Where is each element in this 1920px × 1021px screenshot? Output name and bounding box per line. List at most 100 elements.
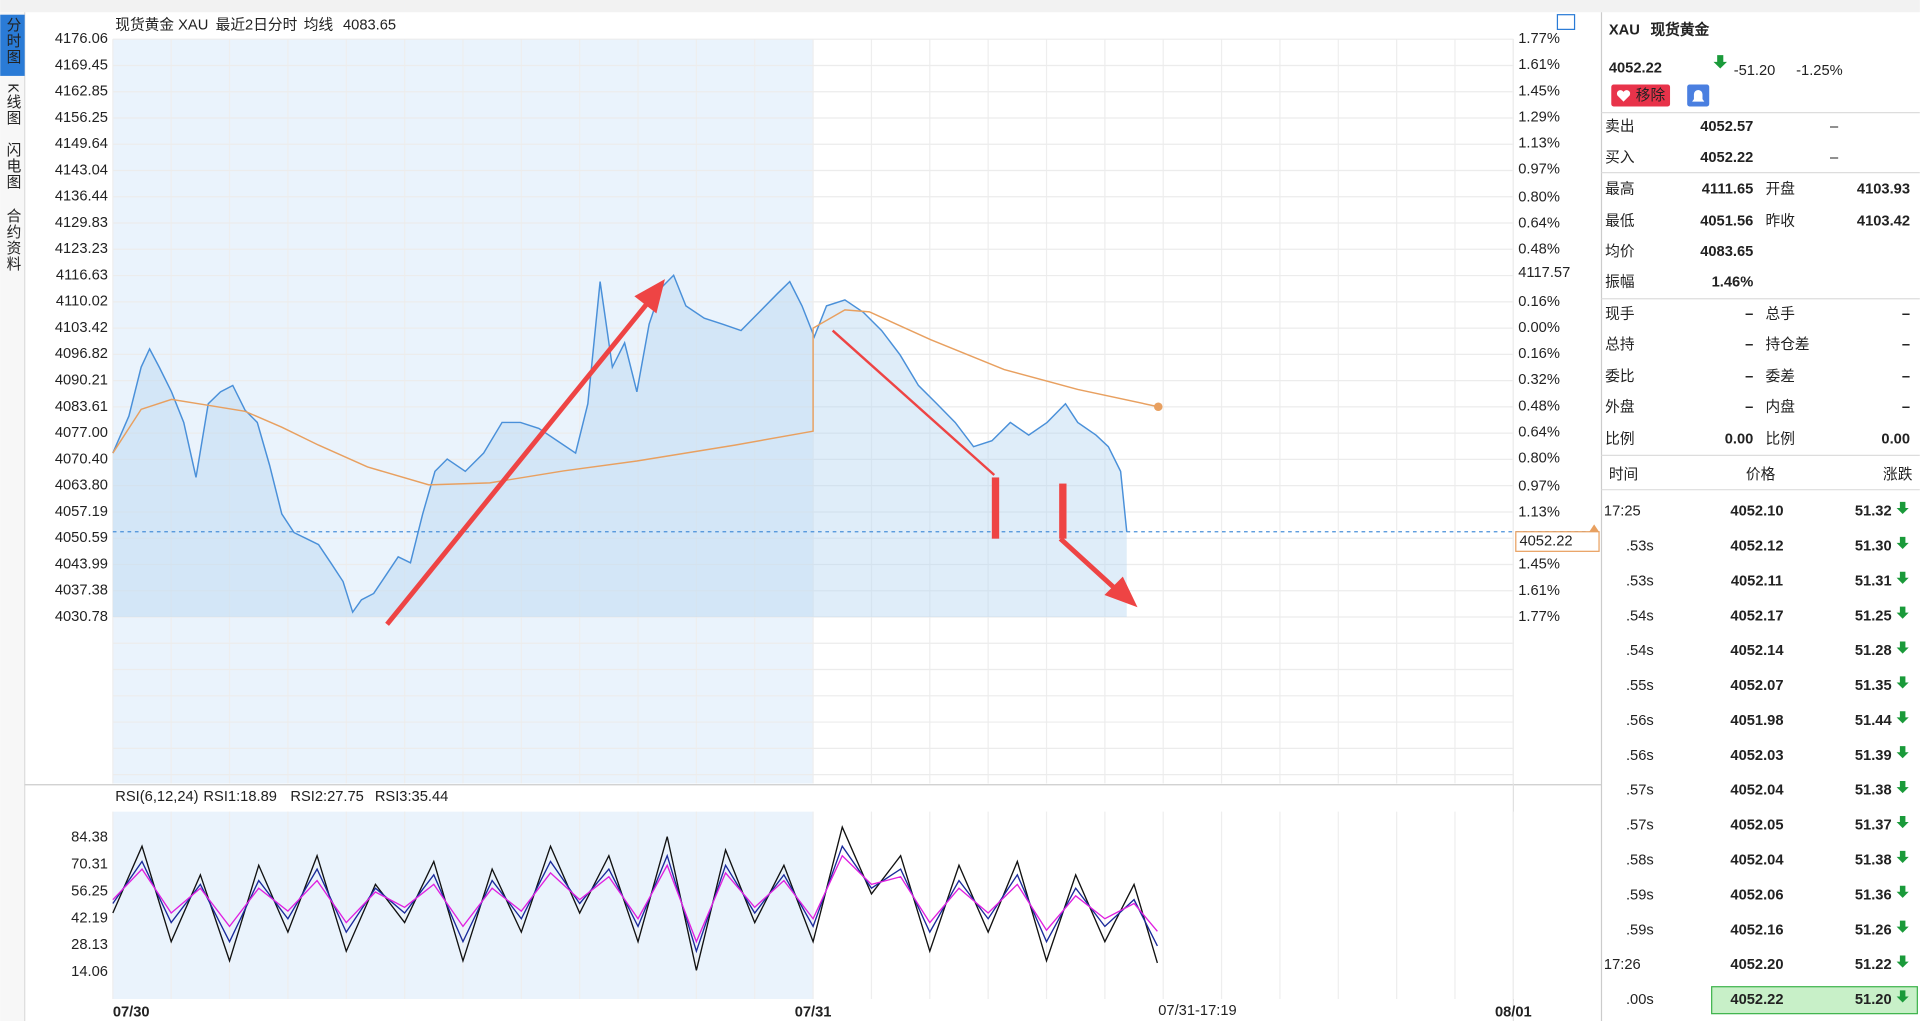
- y-tick-label: 4030.78: [55, 609, 108, 625]
- field-label: 现手: [1605, 305, 1634, 322]
- field-value: –: [1745, 337, 1753, 353]
- y-tick-label: 4123.23: [55, 241, 108, 257]
- side-tab[interactable]: 合约资料: [4, 208, 20, 272]
- tick-price: 4052.04: [1730, 783, 1784, 799]
- tick-change: 51.30: [1855, 538, 1892, 554]
- remove-button-label[interactable]: 移除: [1636, 87, 1666, 104]
- tick-time: .57s: [1626, 783, 1654, 799]
- field-label: 总持: [1605, 336, 1635, 353]
- y2-tick-label: 1.13%: [1518, 504, 1560, 520]
- marker-label: 4117.57: [1518, 265, 1570, 281]
- field-label: 比例: [1605, 430, 1634, 447]
- chart-title: 现货黄金 XAU: [115, 17, 208, 34]
- ticks-header: 时间: [1609, 466, 1638, 483]
- y2-tick-label: 1.13%: [1518, 136, 1560, 152]
- down-arrow: [1896, 571, 1909, 584]
- remove-button[interactable]: [1611, 84, 1671, 107]
- tick-price: 4052.03: [1730, 748, 1783, 764]
- field-value: –: [1830, 150, 1839, 166]
- side-tab[interactable]: 闪电图: [4, 142, 20, 190]
- y2-tick-label: 1.45%: [1518, 83, 1560, 99]
- end-dot: [1153, 402, 1163, 412]
- tick-price: 4052.10: [1730, 504, 1783, 520]
- series-line: [112, 273, 1128, 614]
- down-arrow: [1896, 850, 1909, 863]
- side-tab[interactable]: K线图: [4, 83, 20, 126]
- field-value: 4103.93: [1857, 182, 1910, 198]
- y-tick-label: 4149.64: [55, 136, 108, 152]
- tick-time: .59s: [1626, 922, 1654, 938]
- tick-time: .53s: [1626, 573, 1654, 589]
- field-value: 0.00: [1881, 431, 1910, 447]
- y2-tick-label: 0.16%: [1518, 294, 1560, 310]
- down-arrow: [1896, 641, 1909, 654]
- tick-change: 51.35: [1855, 678, 1892, 694]
- side-tabs: [0, 12, 25, 1021]
- y2-tick-label: 1.61%: [1518, 583, 1560, 599]
- y-tick-label: 28.13: [71, 937, 108, 953]
- price-area: [112, 275, 1127, 618]
- price-pointer: [1589, 524, 1600, 532]
- y-tick-label: 4063.80: [55, 478, 108, 494]
- field-label: 委差: [1766, 368, 1795, 385]
- y-tick-label: 4110.02: [56, 294, 108, 310]
- y-tick-label: 4103.42: [55, 320, 108, 336]
- y-tick-label: 70.31: [71, 857, 108, 873]
- field-label: 昨收: [1766, 212, 1796, 229]
- y-tick-label: 84.38: [71, 830, 108, 846]
- arrow-head: [634, 279, 665, 314]
- field-value: –: [1902, 306, 1910, 322]
- y-tick-label: 4043.99: [55, 556, 108, 572]
- active-tab-bg[interactable]: [0, 14, 25, 76]
- down-arrow: [1896, 501, 1909, 515]
- field-value: 4051.56: [1700, 213, 1753, 229]
- y-tick-label: 4169.45: [55, 57, 108, 73]
- y-tick-label: 4090.21: [55, 373, 108, 389]
- tick-time: .59s: [1626, 887, 1654, 903]
- y-tick-label: 4176.06: [55, 31, 108, 47]
- arrow: [385, 299, 651, 626]
- field-value: 4111.65: [1702, 182, 1753, 198]
- tick-change: 51.28: [1855, 643, 1892, 659]
- y2-tick-label: 0.64%: [1518, 215, 1560, 231]
- heart-icon: [1616, 90, 1631, 102]
- tick-price: 4052.11: [1731, 573, 1783, 589]
- tick-time: .57s: [1626, 818, 1654, 834]
- field-label: 最高: [1605, 181, 1634, 198]
- y-tick-label: 4116.63: [56, 267, 108, 283]
- y2-tick-label: 0.97%: [1518, 478, 1560, 494]
- price-change: -51.20: [1734, 63, 1776, 79]
- tick-change: 51.22: [1855, 957, 1892, 973]
- latest-tick-highlight: [1711, 986, 1918, 1015]
- y-tick-label: 4136.44: [55, 189, 108, 205]
- marker-box: [1515, 264, 1585, 282]
- y2-tick-label: 1.29%: [1518, 109, 1560, 125]
- ticks-header: 涨跌: [1883, 466, 1913, 483]
- tick-change: 51.38: [1855, 783, 1892, 799]
- down-arrow: [1896, 885, 1909, 898]
- y2-tick-label: 0.32%: [1518, 372, 1560, 388]
- field-value: –: [1902, 369, 1910, 385]
- legend-entry: 最近2日分时: [216, 17, 298, 34]
- tick-change: 51.44: [1855, 713, 1893, 729]
- field-label: 振幅: [1605, 274, 1634, 291]
- y-tick-label: 4083.61: [55, 399, 108, 415]
- y-tick-label: 4156.25: [55, 110, 108, 126]
- field-label: 最低: [1605, 212, 1635, 229]
- tick-time: .53s: [1626, 538, 1654, 554]
- tick-change: 51.20: [1855, 992, 1892, 1008]
- x-tick-label: 07/31: [795, 1004, 832, 1020]
- down-arrow: [1896, 606, 1909, 619]
- arrow: [1059, 483, 1067, 539]
- instrument-name: 现货黄金: [1650, 20, 1709, 38]
- last-price: 4052.22: [1609, 60, 1662, 76]
- y2-tick-label: 1.77%: [1518, 31, 1560, 47]
- expand-icon[interactable]: [1556, 14, 1576, 30]
- tick-change: 51.36: [1855, 887, 1892, 903]
- y-tick-label: 4077.00: [55, 425, 108, 441]
- field-label: 均价: [1605, 243, 1635, 260]
- y-tick-label: 56.25: [71, 883, 108, 899]
- arrow-head: [1104, 576, 1138, 608]
- side-tab[interactable]: 分时图: [4, 17, 20, 65]
- y2-tick-label: 0.97%: [1518, 162, 1560, 178]
